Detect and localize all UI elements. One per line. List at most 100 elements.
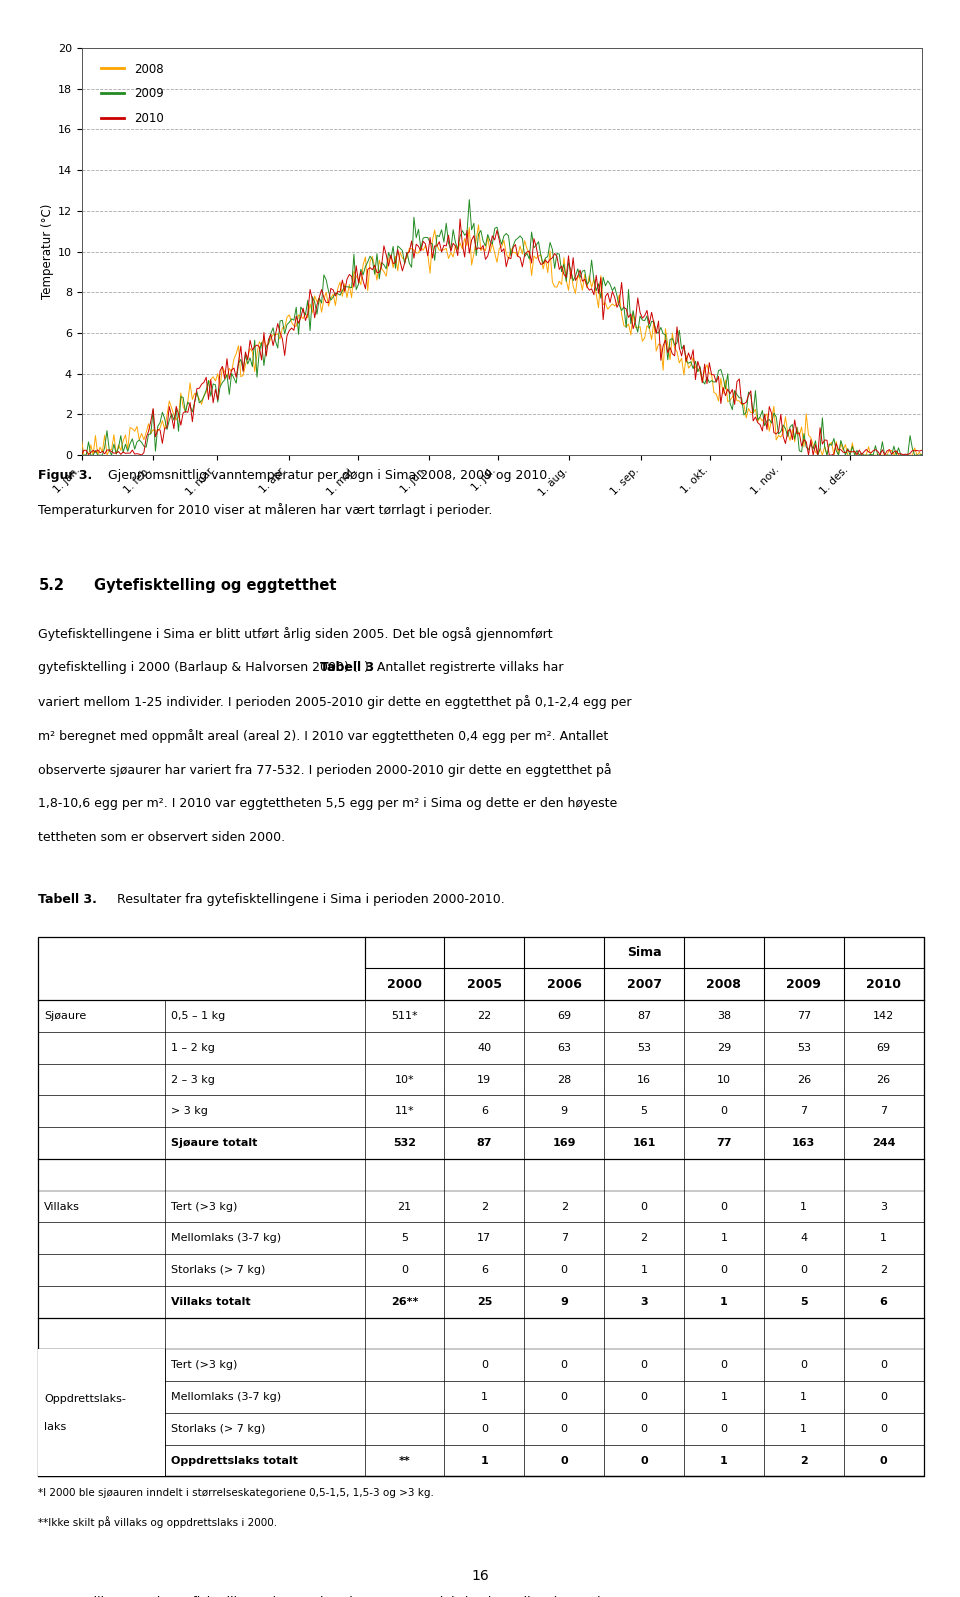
Text: 26: 26 — [797, 1075, 811, 1084]
Text: Tert (>3 kg): Tert (>3 kg) — [171, 1361, 237, 1370]
Text: 19: 19 — [477, 1075, 492, 1084]
Text: 22: 22 — [477, 1011, 492, 1020]
Text: 38: 38 — [717, 1011, 731, 1020]
Text: Gytefisktellingene i Sima er blitt utført årlig siden 2005. Det ble også gjennom: Gytefisktellingene i Sima er blitt utfør… — [38, 628, 553, 640]
Text: 2008: 2008 — [707, 977, 741, 990]
Text: Sjøaure totalt: Sjøaure totalt — [171, 1139, 257, 1148]
Text: 0: 0 — [720, 1201, 728, 1212]
Text: 2006: 2006 — [547, 977, 582, 990]
Text: 77: 77 — [716, 1139, 732, 1148]
Text: 7: 7 — [561, 1233, 567, 1244]
Text: 1,8-10,6 egg per m². I 2010 var eggtettheten 5,5 egg per m² i Sima og dette er d: 1,8-10,6 egg per m². I 2010 var eggtetth… — [38, 797, 617, 810]
Text: 53: 53 — [797, 1043, 811, 1052]
Text: Tert (>3 kg): Tert (>3 kg) — [171, 1201, 237, 1212]
Text: 2: 2 — [481, 1201, 488, 1212]
Y-axis label: Temperatur (°C): Temperatur (°C) — [40, 204, 54, 299]
Text: 4: 4 — [801, 1233, 807, 1244]
Text: 2 – 3 kg: 2 – 3 kg — [171, 1075, 215, 1084]
Text: 63: 63 — [557, 1043, 571, 1052]
Text: 0: 0 — [561, 1361, 567, 1370]
Text: > 3 kg: > 3 kg — [171, 1107, 207, 1116]
Text: tettheten som er observert siden 2000.: tettheten som er observert siden 2000. — [38, 832, 285, 845]
Text: 5: 5 — [401, 1233, 408, 1244]
Text: 169: 169 — [552, 1139, 576, 1148]
Text: **Ikke skilt på villaks og oppdrettslaks i 2000.: **Ikke skilt på villaks og oppdrettslaks… — [38, 1517, 277, 1528]
Text: 6: 6 — [481, 1107, 488, 1116]
Text: Temperaturkurven for 2010 viser at måleren har vært tørrlagt i perioder.: Temperaturkurven for 2010 viser at måler… — [38, 503, 492, 517]
Text: 2: 2 — [561, 1201, 567, 1212]
Text: 1: 1 — [801, 1393, 807, 1402]
Text: 0: 0 — [640, 1361, 648, 1370]
Text: 244: 244 — [872, 1139, 896, 1148]
Text: 87: 87 — [636, 1011, 651, 1020]
Text: 5: 5 — [640, 1107, 648, 1116]
Text: 1: 1 — [640, 1265, 648, 1274]
Text: 16: 16 — [637, 1075, 651, 1084]
Text: 2009: 2009 — [786, 977, 821, 990]
Text: 0: 0 — [640, 1393, 648, 1402]
Text: 11*: 11* — [395, 1107, 415, 1116]
Text: 10: 10 — [717, 1075, 731, 1084]
Text: 2010: 2010 — [866, 977, 901, 990]
Text: Tabell 3: Tabell 3 — [320, 661, 374, 674]
Text: 29: 29 — [717, 1043, 731, 1052]
Text: 0: 0 — [720, 1425, 728, 1434]
Text: 2000: 2000 — [387, 977, 422, 990]
Text: 0: 0 — [880, 1361, 887, 1370]
Text: 0: 0 — [801, 1265, 807, 1274]
Text: Sjøaure: Sjøaure — [44, 1011, 86, 1020]
Text: **: ** — [398, 1455, 410, 1466]
Text: 69: 69 — [876, 1043, 891, 1052]
Text: 2: 2 — [800, 1455, 807, 1466]
Text: 0: 0 — [720, 1361, 728, 1370]
Text: 1: 1 — [880, 1233, 887, 1244]
Text: 7: 7 — [880, 1107, 887, 1116]
Text: 2: 2 — [640, 1233, 648, 1244]
Text: 0: 0 — [801, 1361, 807, 1370]
Text: observerte sjøaurer har variert fra 77-532. I perioden 2000-2010 gir dette en eg: observerte sjøaurer har variert fra 77-5… — [38, 763, 612, 778]
Bar — [38, 937, 924, 1477]
Text: 10*: 10* — [395, 1075, 415, 1084]
Text: 3: 3 — [640, 1297, 648, 1306]
Text: 5: 5 — [800, 1297, 807, 1306]
Text: Oppdrettslaks-: Oppdrettslaks- — [44, 1394, 126, 1404]
Text: 0: 0 — [720, 1265, 728, 1274]
Text: Oppdrettslaks: Oppdrettslaks — [44, 1361, 122, 1370]
Text: 163: 163 — [792, 1139, 815, 1148]
Text: gytefisktelling i 2000 (Barlaup & Halvorsen 2000) (: gytefisktelling i 2000 (Barlaup & Halvor… — [38, 661, 358, 674]
Text: laks: laks — [44, 1421, 66, 1431]
Text: 9: 9 — [561, 1297, 568, 1306]
Text: Mellomlaks (3-7 kg): Mellomlaks (3-7 kg) — [171, 1393, 281, 1402]
Text: 28: 28 — [557, 1075, 571, 1084]
Text: 69: 69 — [557, 1011, 571, 1020]
Text: 1: 1 — [720, 1233, 728, 1244]
Bar — [38, 1349, 165, 1477]
Text: 21: 21 — [397, 1201, 412, 1212]
Text: 2: 2 — [880, 1265, 887, 1274]
Text: Sima: Sima — [627, 945, 661, 960]
Text: Storlaks (> 7 kg): Storlaks (> 7 kg) — [171, 1425, 265, 1434]
Text: 53: 53 — [637, 1043, 651, 1052]
Text: 2007: 2007 — [627, 977, 661, 990]
Text: 3: 3 — [880, 1201, 887, 1212]
Text: Figur 3.: Figur 3. — [38, 470, 93, 482]
Text: 0: 0 — [561, 1425, 567, 1434]
Text: 1: 1 — [720, 1455, 728, 1466]
Text: 142: 142 — [873, 1011, 894, 1020]
Text: 7: 7 — [801, 1107, 807, 1116]
Text: Gytefisktelling og eggtetthet: Gytefisktelling og eggtetthet — [94, 578, 337, 592]
Text: 6: 6 — [879, 1297, 888, 1306]
Text: 0,5 – 1 kg: 0,5 – 1 kg — [171, 1011, 225, 1020]
Text: 40: 40 — [477, 1043, 492, 1052]
Text: Villaks: Villaks — [44, 1201, 80, 1212]
Text: Resultater fra gytefisktellingene i Sima i perioden 2000-2010.: Resultater fra gytefisktellingene i Sima… — [117, 893, 505, 905]
Text: 26**: 26** — [391, 1297, 419, 1306]
Text: Oppdrettslaks totalt: Oppdrettslaks totalt — [171, 1455, 298, 1466]
Text: 0: 0 — [401, 1265, 408, 1274]
Text: 161: 161 — [633, 1139, 656, 1148]
Text: 16: 16 — [471, 1570, 489, 1583]
Text: 25: 25 — [477, 1297, 492, 1306]
Text: 77: 77 — [797, 1011, 811, 1020]
Text: 0: 0 — [720, 1107, 728, 1116]
Text: 0: 0 — [880, 1425, 887, 1434]
